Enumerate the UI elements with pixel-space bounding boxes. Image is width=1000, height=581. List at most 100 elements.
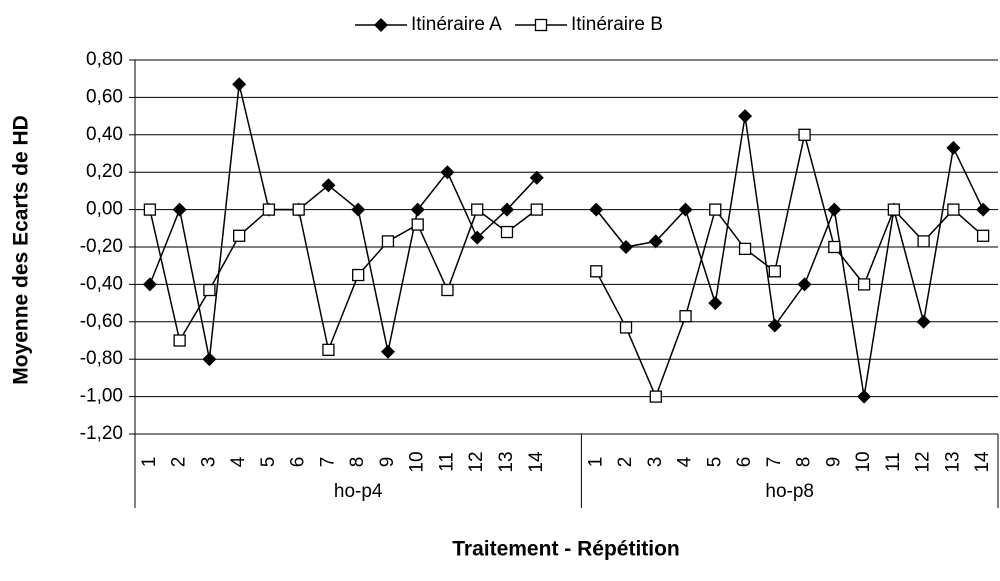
x-tick-label: 2: [169, 457, 190, 468]
point: [381, 235, 395, 248]
point: [946, 140, 961, 155]
y-tick-label: -1,00: [80, 386, 123, 407]
point: [767, 318, 782, 333]
point: [203, 283, 216, 297]
point: [917, 235, 930, 248]
point: [976, 229, 990, 242]
point: [619, 240, 634, 254]
point: [202, 352, 217, 367]
y-tick-label: 0,40: [86, 124, 123, 145]
point: [292, 203, 305, 216]
point: [529, 170, 544, 185]
point: [410, 202, 425, 217]
point: [648, 234, 663, 249]
y-tick-label: -0,80: [80, 348, 123, 369]
x-tick-label: 13: [942, 451, 963, 472]
point: [797, 277, 812, 292]
y-tick-label: 0,80: [86, 49, 123, 70]
point: [947, 203, 960, 216]
x-tick-label: 3: [645, 457, 666, 468]
point: [976, 202, 991, 217]
legend-marker: [534, 18, 548, 32]
point: [142, 277, 157, 292]
y-tick-label: -0,40: [80, 273, 123, 294]
y-tick-label: -1,20: [80, 423, 123, 444]
x-tick-label: 4: [228, 456, 249, 467]
point: [857, 278, 871, 291]
legend-label: Itinéraire B: [571, 14, 663, 35]
point: [798, 128, 811, 141]
point: [589, 202, 604, 217]
x-tick-label: 8: [347, 457, 368, 468]
point: [471, 203, 484, 216]
x-tick-label: 6: [734, 457, 755, 468]
point: [262, 203, 276, 216]
point: [708, 296, 723, 311]
point: [500, 225, 514, 239]
point: [411, 218, 424, 231]
point: [590, 265, 603, 278]
x-tick-label: 7: [764, 457, 785, 468]
x-tick-label: 14: [526, 451, 547, 473]
x-tick-label: 5: [258, 457, 279, 468]
x-tick-label: 3: [198, 457, 219, 468]
x-tick-label: 10: [853, 451, 874, 472]
x-tick-label: 7: [317, 457, 338, 468]
point: [678, 202, 693, 217]
point: [351, 202, 366, 217]
point: [233, 229, 246, 242]
legend-marker: [374, 18, 388, 32]
x-tick-label: 6: [288, 457, 309, 468]
x-axis-title: Traitement - Répétition: [452, 538, 680, 561]
group-label: ho-p8: [765, 481, 814, 502]
point: [232, 77, 247, 92]
x-tick-label: 1: [585, 457, 606, 468]
point: [172, 202, 187, 217]
point: [738, 109, 753, 124]
point: [709, 203, 722, 216]
x-tick-label: 5: [704, 457, 725, 468]
x-tick-label: 12: [913, 451, 934, 472]
x-tick-label: 11: [436, 452, 457, 472]
point: [619, 321, 633, 334]
y-tick-label: -0,20: [80, 236, 123, 257]
y-tick-label: -0,60: [80, 311, 123, 332]
point: [321, 178, 336, 193]
group-label: ho-p4: [334, 481, 383, 502]
point: [173, 334, 186, 347]
y-tick-label: 0,00: [86, 199, 123, 220]
x-tick-label: 8: [794, 457, 815, 468]
point: [887, 203, 900, 216]
series-line: [149, 84, 984, 397]
point: [440, 165, 455, 180]
point: [738, 242, 752, 256]
x-tick-label: 12: [466, 451, 487, 472]
x-tick-label: 10: [407, 451, 428, 472]
point: [499, 202, 514, 217]
point: [352, 268, 365, 282]
y-tick-label: 0,60: [86, 86, 123, 107]
x-tick-label: 11: [883, 452, 904, 472]
x-tick-label: 13: [496, 451, 517, 472]
point: [322, 343, 335, 357]
x-tick-label: 14: [972, 451, 993, 473]
x-tick-label: 9: [377, 457, 398, 468]
point: [827, 202, 842, 217]
legend-label: Itinéraire A: [411, 14, 502, 35]
point: [679, 310, 692, 323]
point: [857, 389, 872, 404]
point: [470, 230, 485, 245]
x-tick-label: 9: [823, 457, 844, 468]
point: [828, 240, 841, 254]
point: [916, 314, 931, 329]
point: [441, 283, 454, 297]
point: [143, 203, 157, 216]
x-tick-label: 4: [675, 456, 696, 467]
point: [649, 390, 662, 403]
point: [530, 203, 543, 216]
x-tick-label: 2: [615, 457, 636, 468]
y-axis-title: Moyenne des Ecarts de HD: [10, 115, 33, 385]
y-tick-label: 0,20: [86, 161, 123, 182]
x-tick-label: 1: [139, 457, 160, 468]
